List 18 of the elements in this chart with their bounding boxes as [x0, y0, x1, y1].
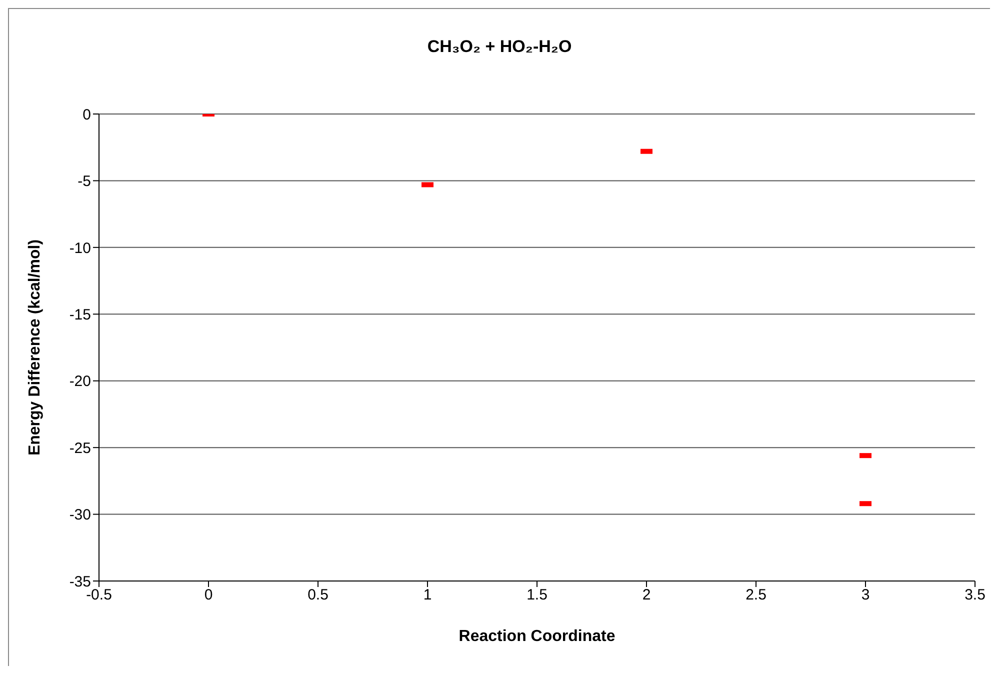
x-tick-label: 3.5 — [964, 586, 986, 604]
x-axis-title: Reaction Coordinate — [458, 628, 616, 645]
y-axis-title: Energy Difference (kcal/mol) — [26, 239, 44, 456]
x-tick-label: 3 — [861, 586, 870, 604]
x-tick-label: 0.5 — [308, 586, 328, 604]
x-tick-label: 0 — [204, 586, 213, 604]
x-tick-label: 1 — [423, 586, 432, 604]
x-tick-label: 2.5 — [746, 586, 766, 604]
y-tick-label: -25 — [69, 440, 91, 457]
y-tick-label: -5 — [78, 173, 91, 190]
y-tick-label: -30 — [69, 506, 91, 524]
y-tick-label: -10 — [69, 240, 91, 257]
y-tick-label: 0 — [82, 106, 91, 124]
y-tick-label: -15 — [69, 306, 91, 324]
y-tick-label: -20 — [69, 373, 91, 390]
x-tick-label: 1.5 — [526, 586, 548, 604]
chart-title: CH₃O₂ + HO₂-H₂O — [426, 37, 573, 57]
x-tick-label: 2 — [642, 586, 651, 604]
